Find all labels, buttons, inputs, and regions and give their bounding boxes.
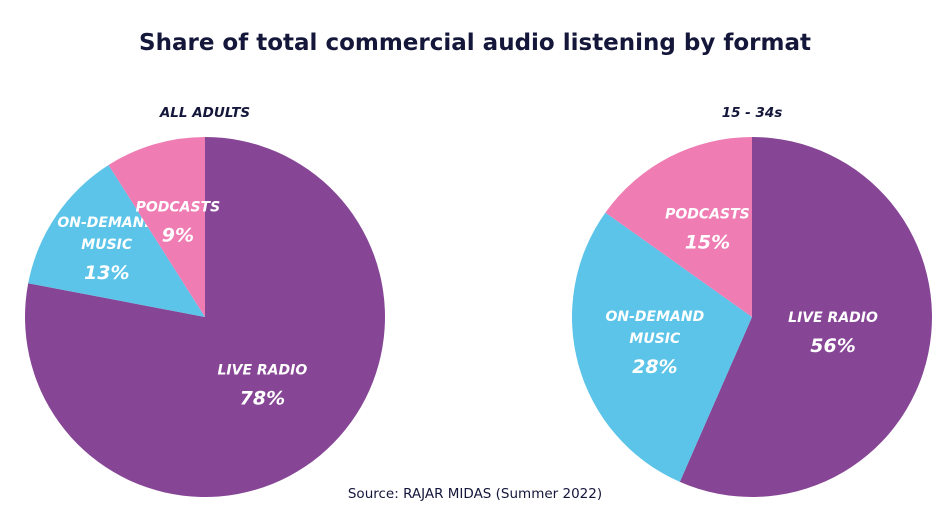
pie-title-15-34s: 15 - 34s (722, 105, 783, 121)
slice-label-on-demand-music-all-adults: MUSIC (81, 237, 133, 253)
pie-15-34s: 15 - 34s LIVE RADIO 56% ON-DEMAND MUSIC 28% P… (572, 105, 933, 497)
slice-label-on-demand-music-15-34s: ON-DEMAND (605, 309, 704, 325)
slice-value-on-demand-music-15-34s: 28% (632, 356, 677, 378)
source-note: Source: RAJAR MIDAS (Summer 2022) (348, 486, 602, 502)
pie-slice-on-demand-music-all-adults (28, 165, 206, 317)
slice-label-on-demand-music-all-adults: ON-DEMAND (57, 215, 156, 231)
pie-slice-podcasts-all-adults (108, 137, 205, 317)
chart-title: Share of total commercial audio listenin… (139, 30, 811, 56)
pie-slice-live-radio-15-34s (679, 137, 933, 497)
slice-value-live-radio-all-adults: 78% (240, 387, 285, 409)
slice-label-live-radio-all-adults: LIVE RADIO (217, 362, 307, 378)
pie-slice-on-demand-music-15-34s (572, 212, 752, 482)
slice-label-podcasts-all-adults: PODCASTS (136, 200, 221, 216)
pie-slice-live-radio-all-adults (25, 137, 386, 498)
pie-title-all-adults: ALL ADULTS (159, 105, 250, 121)
slice-label-on-demand-music-15-34s: MUSIC (629, 331, 681, 347)
slice-value-live-radio-15-34s: 56% (810, 335, 855, 357)
pie-all-adults: ALL ADULTS LIVE RADIO 78% ON-DEMAND MUSIC 13… (25, 105, 386, 498)
slice-value-on-demand-music-all-adults: 13% (84, 262, 129, 284)
slice-value-podcasts-15-34s: 15% (685, 232, 730, 254)
slice-label-live-radio-15-34s: LIVE RADIO (788, 310, 878, 326)
pie-slices-all-adults: LIVE RADIO 78% ON-DEMAND MUSIC 13% PODCASTS 9% (25, 137, 386, 498)
slice-value-podcasts-all-adults: 9% (162, 225, 194, 247)
pie-slice-podcasts-15-34s (605, 137, 752, 317)
pie-slices-15-34s: LIVE RADIO 56% ON-DEMAND MUSIC 28% PODCASTS 15… (572, 137, 933, 497)
slice-label-podcasts-15-34s: PODCASTS (665, 207, 750, 223)
